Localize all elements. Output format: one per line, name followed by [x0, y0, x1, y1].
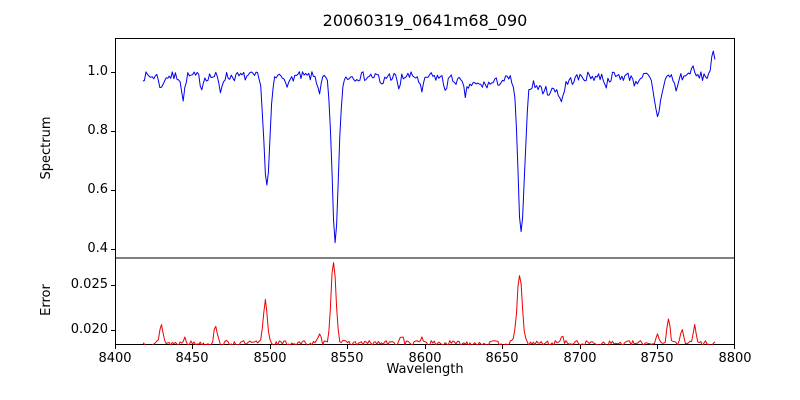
- x-tick-label: 8750: [640, 351, 674, 366]
- y-tick-label: 0.025: [70, 277, 108, 292]
- spectrum-y-tick-marks: [111, 72, 115, 250]
- x-tick-label: 8500: [253, 351, 287, 366]
- x-tick-label: 8700: [563, 351, 597, 366]
- x-tick-label: 8800: [718, 351, 752, 366]
- y-tick-label: 0.4: [87, 241, 108, 256]
- x-tick-label: 8600: [408, 351, 442, 366]
- error-y-tick-marks: [111, 285, 115, 331]
- y-tick-label: 0.6: [87, 182, 108, 197]
- x-axis-label: Wavelength: [386, 362, 464, 377]
- spectrum-panel-border: [115, 38, 735, 259]
- error-panel-border: [115, 257, 735, 345]
- x-tick-label: 8450: [175, 351, 209, 366]
- x-tick-marks: [115, 345, 735, 349]
- spectrum-line: [142, 50, 716, 244]
- spectrum-y-axis-label: Spectrum: [39, 116, 54, 180]
- x-tick-label: 8650: [485, 351, 519, 366]
- chart-title: 20060319_0641m68_090: [322, 11, 528, 30]
- x-tick-label: 8400: [98, 351, 132, 366]
- y-tick-label: 0.020: [70, 322, 108, 337]
- x-tick-label: 8550: [330, 351, 364, 366]
- y-tick-label: 1.0: [87, 64, 108, 79]
- error-line: [142, 262, 716, 345]
- y-tick-label: 0.8: [87, 123, 108, 138]
